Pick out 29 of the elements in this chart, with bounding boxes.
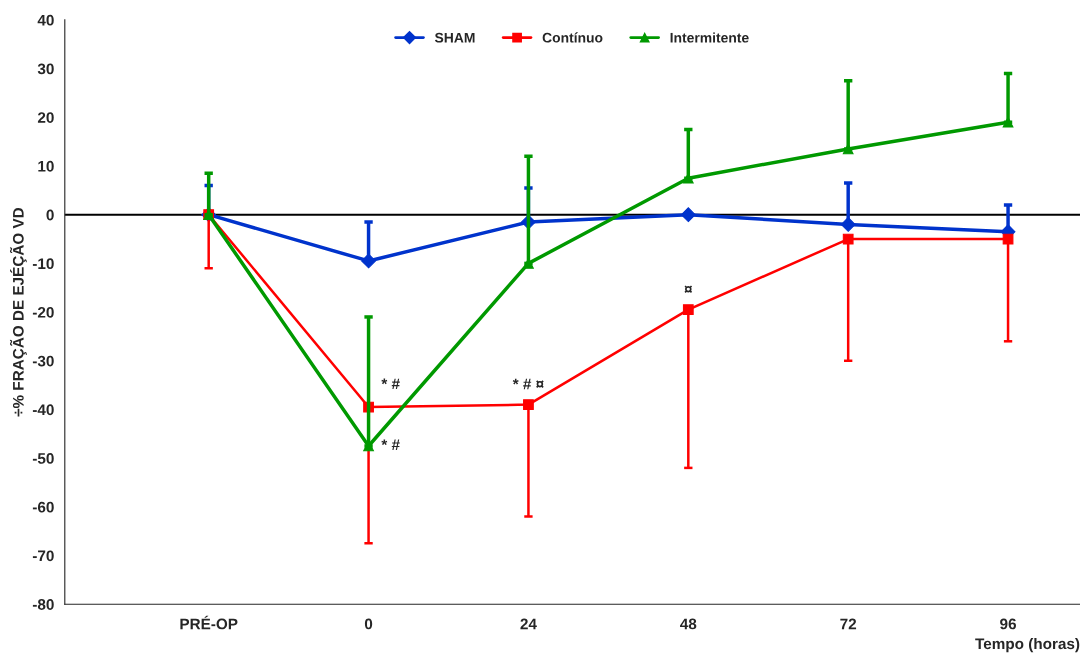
- y-tick-label: -30: [32, 355, 54, 367]
- y-tick-label: -10: [32, 258, 54, 270]
- data-label: * #: [381, 439, 400, 450]
- y-tick-label: 20: [37, 112, 54, 123]
- x-axis-title: Tempo (horas): [975, 637, 1080, 653]
- y-tick-label: -50: [32, 453, 54, 464]
- y-tick-label: -60: [32, 501, 54, 513]
- point: [680, 207, 696, 223]
- y-tick-label: 30: [37, 63, 54, 75]
- y-tick-label: -40: [32, 404, 54, 416]
- data-label: ¤: [684, 285, 693, 294]
- y-tick-label: 40: [37, 14, 54, 26]
- x-tick-label: 48: [680, 618, 697, 630]
- x-tick-label: 0: [364, 618, 373, 630]
- y-tick-label: 0: [46, 209, 54, 221]
- x-tick-label: PRÉ-OP: [180, 615, 238, 630]
- legend-label: Contínuo: [542, 32, 603, 43]
- x-tick-label: 72: [840, 618, 857, 630]
- legend-label: Intermitente: [670, 32, 749, 43]
- y-tick-label: -20: [32, 306, 54, 318]
- x-tick-label: 96: [1000, 618, 1016, 630]
- legend-label: SHAM: [434, 32, 475, 43]
- data-label: * #: [381, 378, 400, 390]
- y-tick-label: -70: [32, 550, 54, 562]
- data-label: * # ¤: [512, 378, 544, 390]
- y-axis-title: ÷% FRAÇÃO DE EJÉÇÃO VD: [9, 207, 27, 417]
- x-tick-label: 24: [520, 618, 537, 630]
- y-tick-label: -80: [32, 599, 54, 610]
- y-tick-label: 10: [38, 160, 54, 172]
